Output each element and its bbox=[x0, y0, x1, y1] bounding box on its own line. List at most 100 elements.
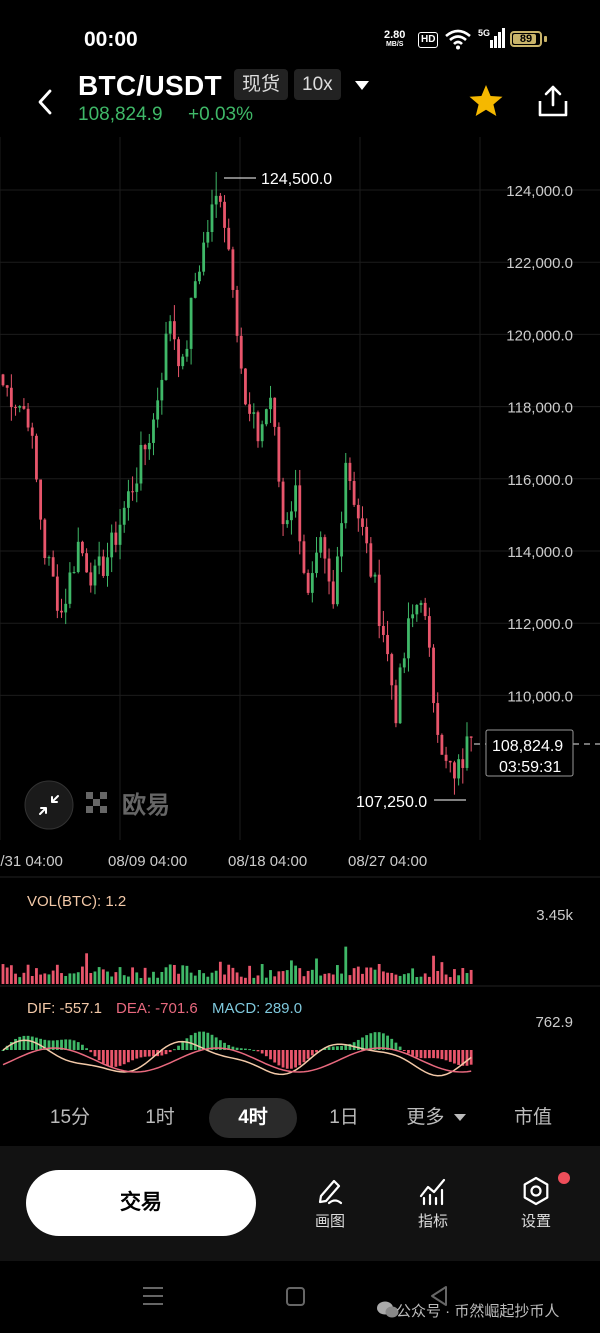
macd-bar bbox=[9, 1041, 13, 1050]
wechat-icon bbox=[377, 1301, 399, 1318]
volume-bar bbox=[423, 973, 427, 984]
settings-tool[interactable]: 设置 bbox=[501, 1176, 571, 1231]
volume-bar bbox=[411, 968, 415, 984]
trade-button[interactable]: 交易 bbox=[26, 1170, 256, 1236]
network-speed-value: 2.80 bbox=[384, 29, 406, 41]
macd-bar bbox=[43, 1039, 47, 1050]
system-nav-bar bbox=[143, 1286, 447, 1318]
macd-bar bbox=[264, 1050, 268, 1057]
candle-body bbox=[68, 572, 72, 604]
volume-bar bbox=[461, 968, 465, 984]
last-price: 108,824.9 bbox=[78, 104, 163, 125]
macd-bar bbox=[315, 1050, 318, 1053]
notification-dot bbox=[558, 1172, 570, 1184]
volume-bar bbox=[402, 974, 406, 984]
volume-bar bbox=[39, 974, 43, 984]
candle-body bbox=[135, 483, 139, 492]
volume-bar bbox=[298, 968, 302, 984]
macd-bar bbox=[340, 1045, 343, 1050]
candle-body bbox=[164, 333, 168, 380]
candle-body bbox=[110, 532, 114, 558]
candle-body bbox=[285, 520, 289, 525]
candle-body bbox=[453, 762, 456, 779]
volume-bar bbox=[373, 969, 377, 984]
volume-bar bbox=[440, 962, 444, 984]
volume-bar bbox=[264, 977, 268, 984]
macd-bar bbox=[281, 1050, 285, 1068]
brand-name: 欧易 bbox=[122, 791, 170, 819]
volume-bar bbox=[432, 955, 435, 984]
tab-1h[interactable]: 1时 bbox=[145, 1107, 175, 1128]
volume-bar bbox=[361, 973, 364, 984]
star-icon[interactable] bbox=[468, 84, 504, 118]
candle-body bbox=[89, 572, 93, 586]
macd-bar bbox=[81, 1044, 84, 1050]
candle-body bbox=[423, 602, 427, 617]
leverage-chip[interactable]: 10x bbox=[294, 69, 341, 100]
macd-bar bbox=[235, 1047, 239, 1050]
candle-body bbox=[398, 667, 402, 724]
candle-body bbox=[139, 444, 143, 484]
price-axis: 124,000.0 122,000.0 120,000.0 118,000.0 116,… bbox=[506, 183, 573, 705]
tab-4h[interactable]: 4时 bbox=[209, 1098, 297, 1138]
menu-nav-icon[interactable] bbox=[143, 1287, 163, 1305]
volume-label: VOL(BTC): 1.2 bbox=[27, 893, 126, 910]
macd-bar bbox=[72, 1040, 76, 1050]
macd-bar bbox=[336, 1046, 339, 1050]
macd-bar bbox=[386, 1035, 389, 1050]
candle-body bbox=[248, 404, 252, 414]
tab-market-cap[interactable]: 市值 bbox=[513, 1107, 552, 1128]
macd-bar bbox=[277, 1050, 281, 1066]
macd-bar bbox=[348, 1043, 352, 1050]
back-chevron-icon[interactable] bbox=[34, 88, 58, 116]
caret-down-icon[interactable] bbox=[354, 80, 370, 92]
macd-bar bbox=[252, 1049, 256, 1051]
candle-body bbox=[432, 647, 435, 704]
candle-body bbox=[419, 602, 423, 605]
low-label: 107,250.0 bbox=[356, 794, 427, 811]
candle-body bbox=[448, 760, 452, 763]
draw-tool[interactable]: 画图 bbox=[295, 1176, 365, 1231]
volume-bar bbox=[419, 976, 423, 984]
tab-15m[interactable]: 15分 bbox=[49, 1107, 91, 1128]
macd-bar bbox=[323, 1048, 327, 1050]
indicator-chart-icon bbox=[419, 1178, 446, 1206]
volume-bar bbox=[5, 967, 9, 984]
candle-body bbox=[306, 572, 310, 593]
volume-bar bbox=[43, 973, 47, 984]
price-chart[interactable]: 124,000.0 122,000.0 120,000.0 118,000.0 116,… bbox=[0, 137, 600, 1092]
time-axis: 7/31 04:00 08/09 04:00 08/18 04:00 08/27 04… bbox=[0, 853, 427, 870]
indicators-tool[interactable]: 指标 bbox=[398, 1176, 468, 1231]
volume-bar bbox=[93, 971, 97, 984]
macd-bar bbox=[310, 1050, 314, 1056]
volume-bar bbox=[323, 973, 327, 984]
countdown-label: 03:59:31 bbox=[499, 759, 561, 776]
macd-bar bbox=[453, 1050, 456, 1064]
tab-1d[interactable]: 1日 bbox=[329, 1107, 359, 1128]
macd-bar bbox=[214, 1037, 218, 1050]
market-type-chip[interactable]: 现货 bbox=[234, 69, 289, 100]
candle-body bbox=[381, 625, 385, 635]
volume-bar bbox=[64, 975, 68, 984]
volume-bar bbox=[168, 964, 172, 984]
candle-body bbox=[415, 604, 419, 615]
pair-title[interactable]: BTC/USDT bbox=[78, 70, 222, 101]
network-speed: 2.80 MB/S bbox=[384, 30, 405, 50]
draw-label: 画图 bbox=[314, 1213, 345, 1230]
home-nav-icon[interactable] bbox=[286, 1287, 305, 1306]
macd-bar bbox=[407, 1050, 410, 1054]
back-nav-icon[interactable] bbox=[431, 1286, 447, 1306]
share-icon[interactable] bbox=[536, 84, 570, 118]
collapse-arrows-icon[interactable] bbox=[24, 780, 74, 830]
candle-body bbox=[348, 462, 352, 482]
candle-body bbox=[252, 412, 256, 414]
battery-indicator: 89 bbox=[510, 31, 542, 47]
volume-bar bbox=[218, 961, 222, 984]
volume-bar bbox=[118, 967, 122, 984]
macd-bar bbox=[93, 1050, 97, 1057]
tab-more[interactable]: 更多 bbox=[398, 1098, 474, 1138]
volume-bar bbox=[319, 975, 323, 984]
candle-body bbox=[411, 614, 415, 619]
macd-bar bbox=[131, 1050, 134, 1061]
volume-bar bbox=[260, 964, 264, 984]
